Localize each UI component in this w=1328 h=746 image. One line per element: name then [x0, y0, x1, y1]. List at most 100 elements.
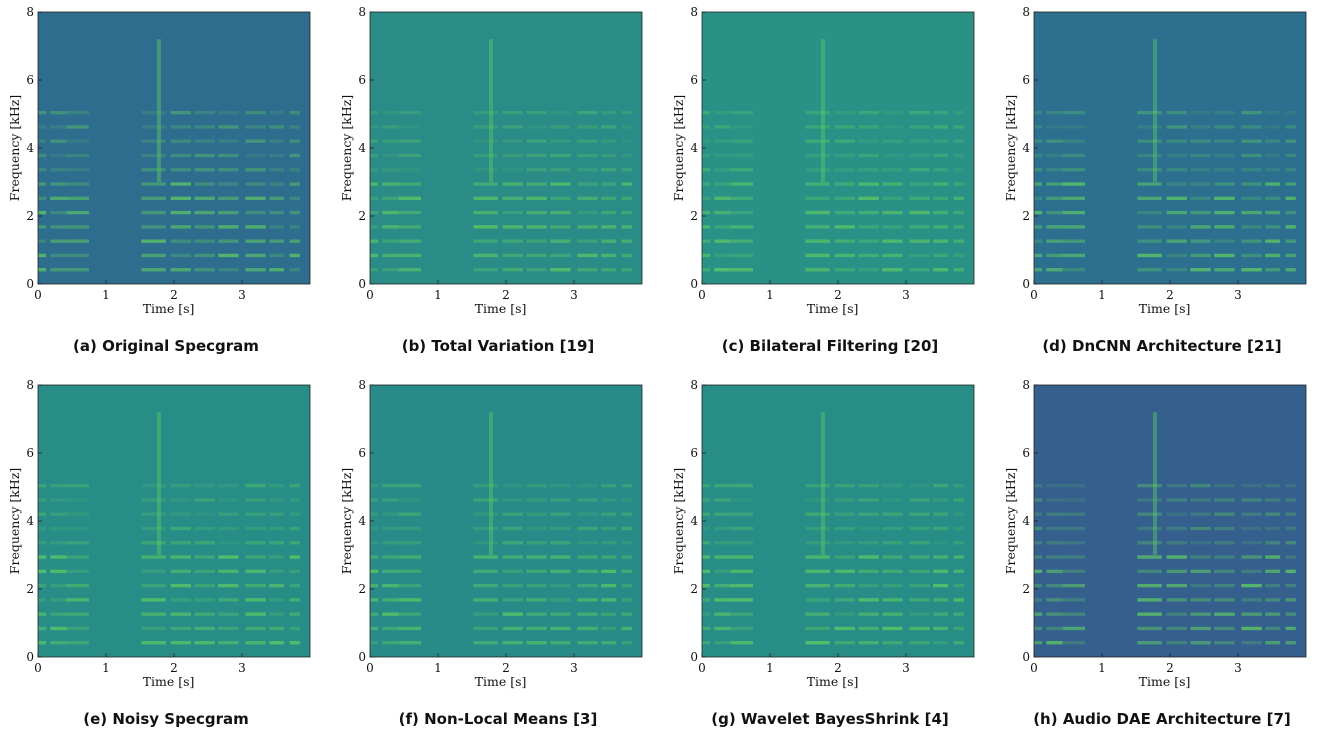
- harmonic-band: [577, 110, 598, 115]
- harmonic-band: [933, 526, 949, 531]
- spectrogram-panel: 0 1 2 3 0 2 4 6 8 Time [s] Frequency [kHz] (g) Wave…: [664, 373, 996, 746]
- harmonic-band: [1214, 541, 1235, 545]
- harmonic-band: [1034, 612, 1043, 616]
- harmonic-band: [550, 498, 571, 502]
- harmonic-band: [526, 153, 547, 158]
- harmonic-band: [1137, 526, 1162, 531]
- harmonic-band: [805, 239, 830, 243]
- harmonic-band: [141, 612, 166, 616]
- harmonic-band: [621, 153, 632, 158]
- harmonic-band: [370, 196, 379, 201]
- harmonic-band: [834, 168, 855, 172]
- harmonic-band: [473, 225, 498, 229]
- harmonic-band: [370, 225, 379, 229]
- harmonic-band: [953, 498, 964, 502]
- harmonic-band: [702, 139, 711, 143]
- harmonic-band: [834, 526, 855, 531]
- harmonic-band: [245, 153, 266, 158]
- harmonic-band: [218, 139, 239, 143]
- harmonic-band: [170, 168, 191, 172]
- y-tick-label: 8: [1022, 5, 1030, 19]
- harmonic-band: [382, 598, 399, 602]
- harmonic-band: [269, 541, 285, 545]
- harmonic-band: [730, 196, 753, 201]
- harmonic-band: [38, 612, 47, 616]
- harmonic-band: [550, 569, 571, 574]
- harmonic-band: [577, 239, 598, 243]
- heatmap-background: [38, 12, 310, 284]
- harmonic-band: [1166, 569, 1187, 574]
- harmonic-band: [289, 498, 300, 502]
- harmonic-band: [953, 182, 964, 186]
- harmonic-band: [398, 512, 421, 516]
- harmonic-band: [805, 139, 830, 143]
- x-tick-label: 2: [502, 661, 510, 675]
- harmonic-band: [1034, 139, 1043, 143]
- harmonic-band: [245, 583, 266, 588]
- y-tick-label: 8: [358, 378, 366, 392]
- harmonic-band: [1214, 110, 1235, 115]
- harmonic-band: [502, 196, 523, 201]
- x-tick-label: 2: [834, 288, 842, 302]
- harmonic-band: [1046, 125, 1063, 129]
- harmonic-band: [218, 598, 239, 602]
- harmonic-band: [577, 598, 598, 602]
- harmonic-band: [502, 239, 523, 243]
- harmonic-band: [38, 139, 47, 143]
- harmonic-band: [882, 541, 903, 545]
- harmonic-band: [909, 641, 930, 645]
- harmonic-band: [577, 583, 598, 588]
- harmonic-band: [601, 196, 617, 201]
- y-tick-label: 2: [358, 209, 366, 223]
- harmonic-band: [714, 182, 731, 186]
- harmonic-band: [1285, 541, 1296, 545]
- harmonic-band: [1166, 182, 1187, 186]
- harmonic-band: [473, 569, 498, 574]
- harmonic-band: [702, 598, 711, 602]
- harmonic-band: [289, 110, 300, 115]
- harmonic-band: [370, 555, 379, 559]
- harmonic-band: [550, 110, 571, 115]
- harmonic-band: [805, 210, 830, 215]
- harmonic-band: [882, 583, 903, 588]
- harmonic-band: [50, 196, 67, 201]
- subfigure-caption: (b) Total Variation [19]: [401, 337, 595, 355]
- harmonic-band: [38, 110, 47, 115]
- harmonic-band: [218, 641, 239, 645]
- harmonic-band: [858, 641, 879, 645]
- x-tick-label: 3: [238, 661, 246, 675]
- harmonic-band: [473, 526, 498, 531]
- harmonic-band: [1285, 268, 1296, 272]
- harmonic-band: [382, 483, 399, 488]
- harmonic-band: [1214, 210, 1235, 215]
- harmonic-band: [714, 125, 731, 129]
- harmonic-band: [218, 110, 239, 115]
- harmonic-band: [289, 182, 300, 186]
- harmonic-band: [601, 555, 617, 559]
- harmonic-band: [1285, 598, 1296, 602]
- harmonic-band: [1034, 498, 1043, 502]
- harmonic-band: [601, 569, 617, 574]
- harmonic-band: [730, 612, 753, 616]
- harmonic-band: [1166, 210, 1187, 215]
- harmonic-band: [141, 125, 166, 129]
- harmonic-band: [601, 541, 617, 545]
- harmonic-band: [1190, 125, 1211, 129]
- harmonic-band: [398, 483, 421, 488]
- harmonic-band: [1285, 196, 1296, 201]
- heatmap-background: [702, 12, 974, 284]
- harmonic-band: [1190, 268, 1211, 272]
- harmonic-band: [714, 583, 731, 588]
- harmonic-band: [858, 110, 879, 115]
- subfigure-caption: (h) Audio DAE Architecture [7]: [1033, 710, 1291, 728]
- harmonic-band: [1214, 555, 1235, 559]
- harmonic-band: [398, 239, 421, 243]
- harmonic-band: [702, 168, 711, 172]
- harmonic-band: [714, 498, 731, 502]
- spectrogram-panel: 0 1 2 3 0 2 4 6 8 Time [s] Frequency [kHz] (d) DnCN…: [996, 0, 1328, 373]
- harmonic-band: [1214, 583, 1235, 588]
- harmonic-band: [577, 483, 598, 488]
- harmonic-band: [473, 168, 498, 172]
- harmonic-band: [909, 598, 930, 602]
- harmonic-band: [621, 225, 632, 229]
